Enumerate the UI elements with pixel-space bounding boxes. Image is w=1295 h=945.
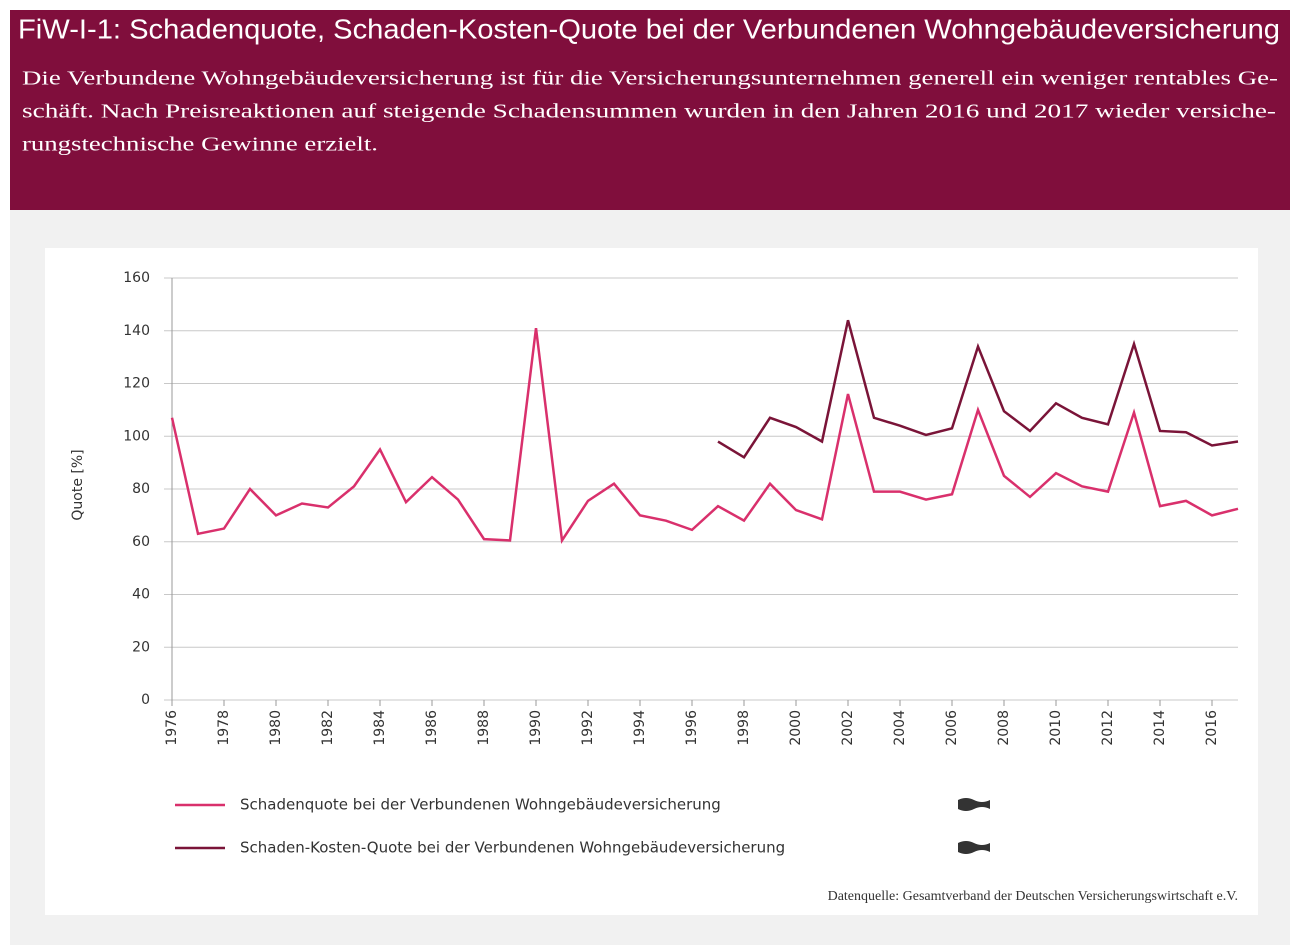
- chart-panel: [45, 248, 1258, 915]
- y-tick-label: 160: [123, 270, 150, 286]
- x-tick-label: 1996: [684, 710, 700, 746]
- legend-label: Schadenquote bei der Verbundenen Wohngeb…: [240, 796, 721, 814]
- x-tick-label: 1978: [216, 710, 232, 746]
- icon: [958, 798, 990, 811]
- y-tick-label: 140: [123, 323, 150, 339]
- x-tick-label: 2014: [1152, 710, 1168, 746]
- description-line: rungstechnische Gewinne erzielt.: [22, 134, 378, 156]
- x-tick-label: 1980: [268, 710, 284, 746]
- source-note: Datenquelle: Gesamtverband der Deutschen…: [828, 889, 1238, 904]
- x-tick-label: 2010: [1048, 710, 1064, 746]
- x-tick-label: 1998: [736, 710, 752, 746]
- y-tick-label: 120: [123, 376, 150, 392]
- x-tick-label: 1992: [580, 710, 596, 746]
- x-tick-label: 1990: [528, 710, 544, 746]
- data-line: [717, 319, 1239, 460]
- header-band: [10, 10, 1290, 210]
- x-tick-label: 1984: [372, 710, 388, 746]
- x-tick-label: 1986: [424, 710, 440, 746]
- x-tick-label: 2008: [996, 710, 1012, 746]
- x-tick-label: 2000: [788, 710, 804, 746]
- y-axis-label: Quote [%]: [70, 449, 86, 520]
- x-tick-label: 2016: [1204, 710, 1220, 746]
- data-line: [170, 327, 1239, 544]
- x-tick-label: 1976: [164, 710, 180, 746]
- x-tick-label: 2006: [944, 710, 960, 746]
- x-tick-label: 1988: [476, 710, 492, 746]
- header-title: FiW-I-1: Schadenquote, Schaden-Kosten-Qu…: [18, 13, 1280, 44]
- legend-label: Schaden-Kosten-Quote bei der Verbundenen…: [240, 839, 785, 857]
- description-line: Die Verbundene Wohngebäudeversicherung i…: [22, 68, 1278, 90]
- x-tick-label: 2004: [892, 710, 908, 746]
- x-tick-label: 1982: [320, 710, 336, 746]
- y-tick-label: 0: [141, 692, 150, 708]
- y-tick-label: 20: [132, 639, 150, 655]
- x-tick-label: 1994: [632, 710, 648, 746]
- y-tick-label: 40: [132, 587, 150, 603]
- icon: [958, 841, 990, 854]
- description-line: schäft. Nach Preisreaktionen auf steigen…: [22, 101, 1276, 123]
- y-tick-label: 80: [132, 481, 150, 497]
- y-tick-label: 60: [132, 534, 150, 550]
- y-tick-label: 100: [123, 428, 150, 444]
- x-tick-label: 2012: [1100, 710, 1116, 746]
- x-tick-label: 2002: [840, 710, 856, 746]
